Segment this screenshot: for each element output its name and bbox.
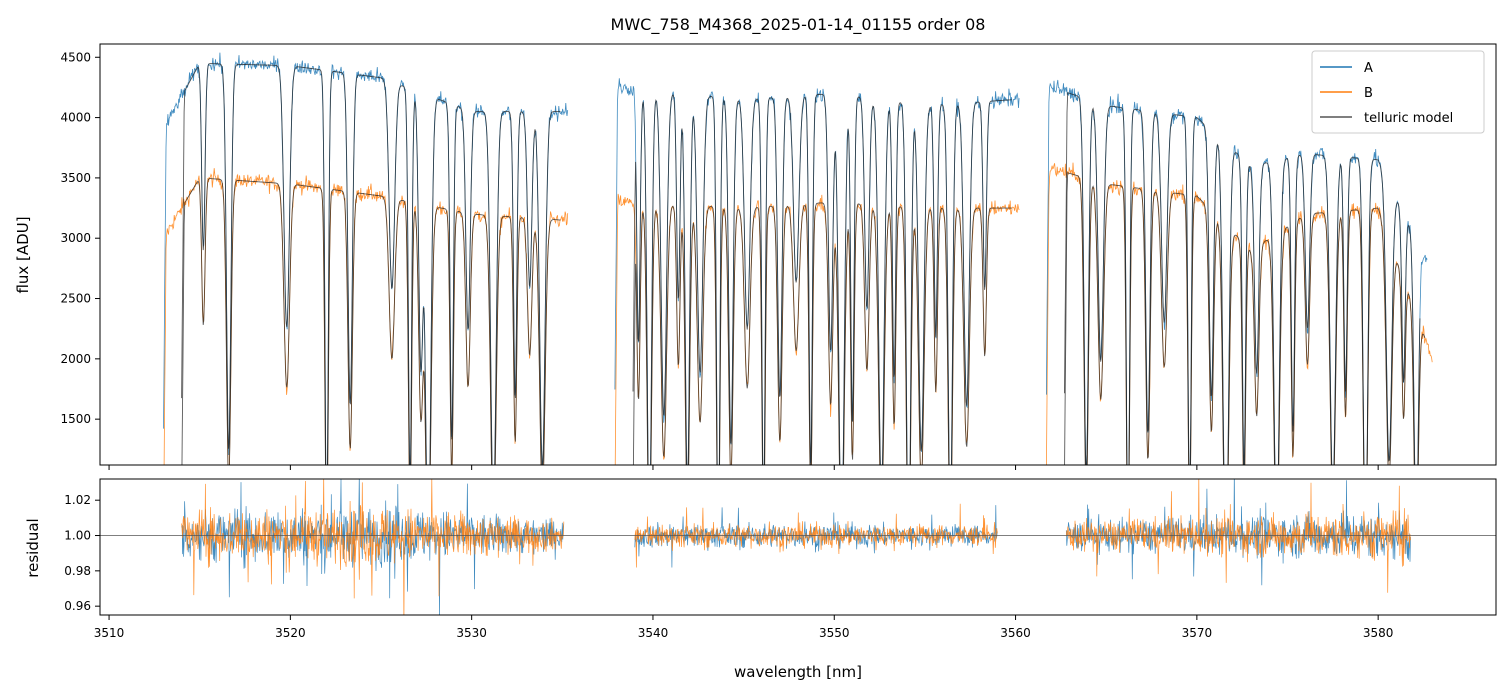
residual-xtick-label: 3530 — [456, 626, 487, 640]
telluric-model-line — [181, 63, 561, 465]
telluric-model-line — [181, 178, 561, 465]
chart-title: MWC_758_M4368_2025-01-14_01155 order 08 — [611, 15, 986, 35]
flux-ytick-label: 3000 — [60, 231, 91, 245]
telluric-model-line — [632, 202, 1012, 465]
flux-panel-frame — [99, 43, 1497, 466]
flux-series-B-segment — [614, 193, 1020, 465]
residual-xtick-label: 3520 — [275, 626, 306, 640]
legend-label-0: A — [1364, 61, 1373, 76]
flux-ytick-label: 2000 — [60, 352, 91, 366]
residual-ytick-label: 0.98 — [64, 564, 91, 578]
residual-ytick-label: 1.02 — [64, 493, 91, 507]
residual-ytick-label: 0.96 — [64, 599, 91, 613]
residual-xtick-label: 3580 — [1363, 626, 1394, 640]
flux-ytick-label: 4500 — [60, 50, 91, 64]
residual-xtick-label: 3510 — [94, 626, 125, 640]
telluric-model-line — [1064, 172, 1426, 465]
residual-series-A-segment — [634, 505, 998, 568]
flux-ytick-label: 4000 — [60, 111, 91, 125]
residual-xtick-label: 3570 — [1182, 626, 1213, 640]
residual-xtick-label: 3560 — [1000, 626, 1031, 640]
residual-xtick-label: 3540 — [638, 626, 669, 640]
telluric-model-line — [1064, 92, 1421, 465]
flux-ytick-label: 2500 — [60, 292, 91, 306]
legend-label-1: B — [1364, 86, 1373, 101]
residual-series-B-segment — [1065, 479, 1411, 593]
residual-series-B-segment — [181, 479, 565, 615]
flux-ytick-label: 3500 — [60, 171, 91, 185]
wavelength-xlabel: wavelength [nm] — [734, 663, 862, 681]
residual-panel: 0.96 0.98 1.00 1.02 3510 3520 3530 3540 3550 356… — [24, 478, 1497, 681]
telluric-model-line — [632, 93, 1012, 465]
residual-xtick-label: 3550 — [819, 626, 850, 640]
flux-ylabel: flux [ADU] — [14, 216, 32, 293]
residual-panel-frame — [99, 478, 1497, 616]
flux-ytick-label: 1500 — [60, 412, 91, 426]
residual-ytick-label: 1.00 — [64, 529, 91, 543]
residual-series-B-segment — [634, 503, 998, 568]
residual-ylabel: residual — [24, 518, 42, 577]
legend-label-2: telluric model — [1364, 111, 1453, 126]
residual-series-A-segment — [181, 479, 565, 615]
legend-box — [1311, 50, 1485, 134]
